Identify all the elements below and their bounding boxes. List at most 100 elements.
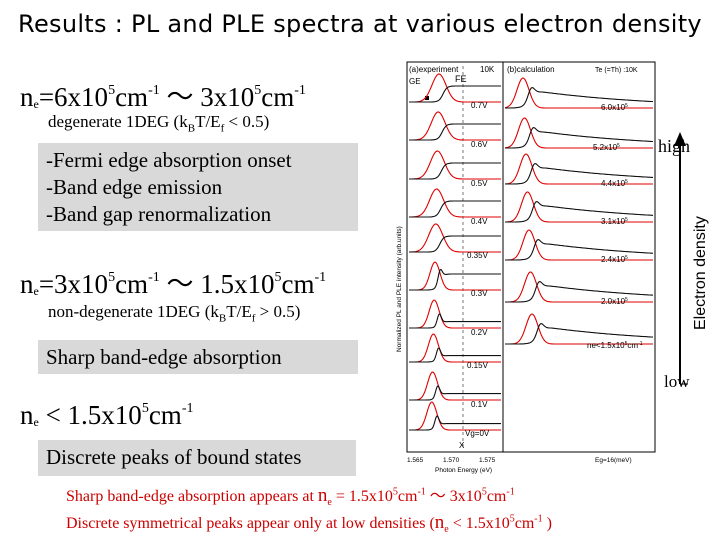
range-end-unit-exp: -1 [314, 270, 327, 285]
pl-spectrum-calc [505, 153, 653, 185]
ple-spectrum-calc [505, 163, 653, 185]
fe-label: FE [455, 74, 467, 84]
regime-text-e: < 0.5) [224, 112, 270, 131]
tilde: ～ [159, 82, 201, 112]
voltage-label: Vg=0V [465, 429, 490, 438]
pl-spectrum-calc [505, 313, 653, 345]
x-marker-label: X [459, 441, 465, 450]
feature-bound-states: Discrete peaks of bound states [46, 445, 302, 469]
ple-spectrum-exp [409, 235, 501, 253]
features-box-nondegenerate: Sharp band-edge absorption [38, 340, 358, 374]
conclusion-value-2: ～ 3x10 [425, 488, 482, 505]
pl-spectrum-calc [505, 229, 653, 261]
range-end-unit: cm [261, 82, 295, 112]
range-start: =6x10 [38, 82, 109, 112]
x-tick-1565: 1.565 [407, 457, 424, 464]
ne-symbol: n [20, 400, 34, 430]
pl-spectrum-exp [409, 223, 501, 253]
density-range-1: ne=6x105cm-1 ～ 3x105cm-1 [20, 76, 306, 119]
voltage-label: 0.7V [471, 101, 488, 110]
voltage-label: 0.6V [471, 140, 488, 149]
range-start-exp: 5 [108, 83, 116, 98]
range-start-unit-exp: -1 [148, 83, 160, 98]
x-axis-title-b: Eg=16(meV) [595, 457, 632, 464]
regime-text-c: T/E [226, 302, 252, 321]
range-unit: cm [148, 400, 182, 430]
density-label: 6.0x105 [601, 103, 628, 112]
x-tick-1575: 1.575 [479, 457, 496, 464]
ne-symbol: n [434, 512, 445, 533]
pl-spectrum-exp [409, 333, 501, 363]
ple-spectrum-exp [409, 200, 501, 218]
page-title: Results : PL and PLE spectra at various … [18, 10, 702, 38]
ple-spectrum-calc [505, 201, 654, 223]
voltage-label: 0.1V [471, 400, 488, 409]
conclusion-text: Sharp band-edge absorption appears at [66, 488, 318, 505]
density-label: 4.4x105 [601, 179, 628, 188]
pl-spectrum-exp [409, 261, 501, 291]
range-end-unit: cm [281, 269, 315, 299]
panel-a-temp: 10K [480, 65, 495, 74]
conclusion-line-1: Sharp band-edge absorption appears at ne… [66, 482, 515, 508]
density-label: 5.2x105 [593, 143, 620, 152]
conclusion-value: < 1.5x10 [448, 515, 510, 532]
figure-background [395, 52, 663, 476]
range-end: 1.5x10 [200, 269, 275, 299]
ple-spectrum-calc [505, 239, 654, 261]
ne-symbol: n [20, 82, 34, 112]
panel-b-label: (b)calculation [507, 65, 555, 74]
conclusion-unit-exp-2: -1 [506, 486, 515, 498]
ne-subscript: e [33, 97, 39, 111]
ne-subscript: e [33, 415, 39, 429]
ple-spectrum-exp [409, 415, 501, 431]
range-end-unit-exp: -1 [294, 83, 306, 98]
voltage-label: 0.4V [471, 217, 488, 226]
conclusion-unit-2: cm [486, 488, 507, 505]
ple-spectrum-calc [505, 323, 654, 345]
voltage-label: 0.2V [471, 328, 488, 337]
axis-low-label: low [664, 372, 690, 391]
ne-subscript: e [327, 497, 332, 509]
ple-spectrum-calc [505, 87, 654, 109]
density-label: 2.4x105 [601, 255, 628, 264]
regime-text: degenerate 1DEG (k [48, 112, 188, 131]
conclusion-exp-1: 5 [392, 486, 398, 498]
ple-spectrum-calc [505, 127, 653, 149]
regime-degenerate: degenerate 1DEG (kBT/Ef < 0.5) [48, 112, 269, 134]
voltage-label: 0.3V [471, 289, 488, 298]
regime-sub-f: f [251, 312, 256, 325]
axis-high-label: high [658, 136, 691, 156]
pl-spectrum-calc [505, 271, 653, 303]
panel-a-label: (a)experiment [409, 65, 459, 74]
range-start: =3x10 [38, 269, 109, 299]
pl-spectrum-exp [409, 188, 501, 218]
regime-sub-b: B [218, 312, 227, 325]
density-label: 2.0x105 [601, 297, 628, 306]
panel-a-spectra [409, 73, 501, 431]
ple-spectrum-exp [409, 268, 501, 291]
ge-marker [425, 96, 429, 100]
features-box-degenerate: -Fermi edge absorption onset -Band edge … [38, 143, 358, 231]
ne-symbol: n [20, 269, 34, 299]
voltage-label: 0.5V [471, 179, 488, 188]
pl-spectrum-calc [504, 117, 653, 149]
ple-spectrum-exp [409, 385, 501, 401]
range-end-exp: 5 [254, 83, 262, 98]
arrow-up-icon [674, 132, 686, 146]
ple-spectrum-exp [409, 162, 501, 180]
range-value: < 1.5x10 [38, 400, 142, 430]
conclusion-unit-exp-1: -1 [417, 486, 426, 498]
pl-spectrum-exp [409, 111, 501, 141]
feature-band-edge-emission: -Band edge emission [46, 175, 223, 199]
panel-b-spectra [504, 77, 654, 345]
feature-sharp-absorption: Sharp band-edge absorption [46, 345, 282, 369]
x-tick-1570: 1.570 [443, 457, 460, 464]
range-end-exp: 5 [274, 270, 282, 285]
conclusion-line-2: Discrete symmetrical peaks appear only a… [66, 512, 552, 535]
conclusion-exp: 5 [509, 513, 515, 525]
density-range-2: ne=3x105cm-1 ～ 1.5x105cm-1 [20, 263, 326, 306]
conclusion-unit-1: cm [397, 488, 418, 505]
panel-b-temp: Te (=Th) :10K [595, 67, 638, 74]
ge-label: GE [409, 77, 421, 86]
pl-spectrum-exp [409, 299, 501, 329]
